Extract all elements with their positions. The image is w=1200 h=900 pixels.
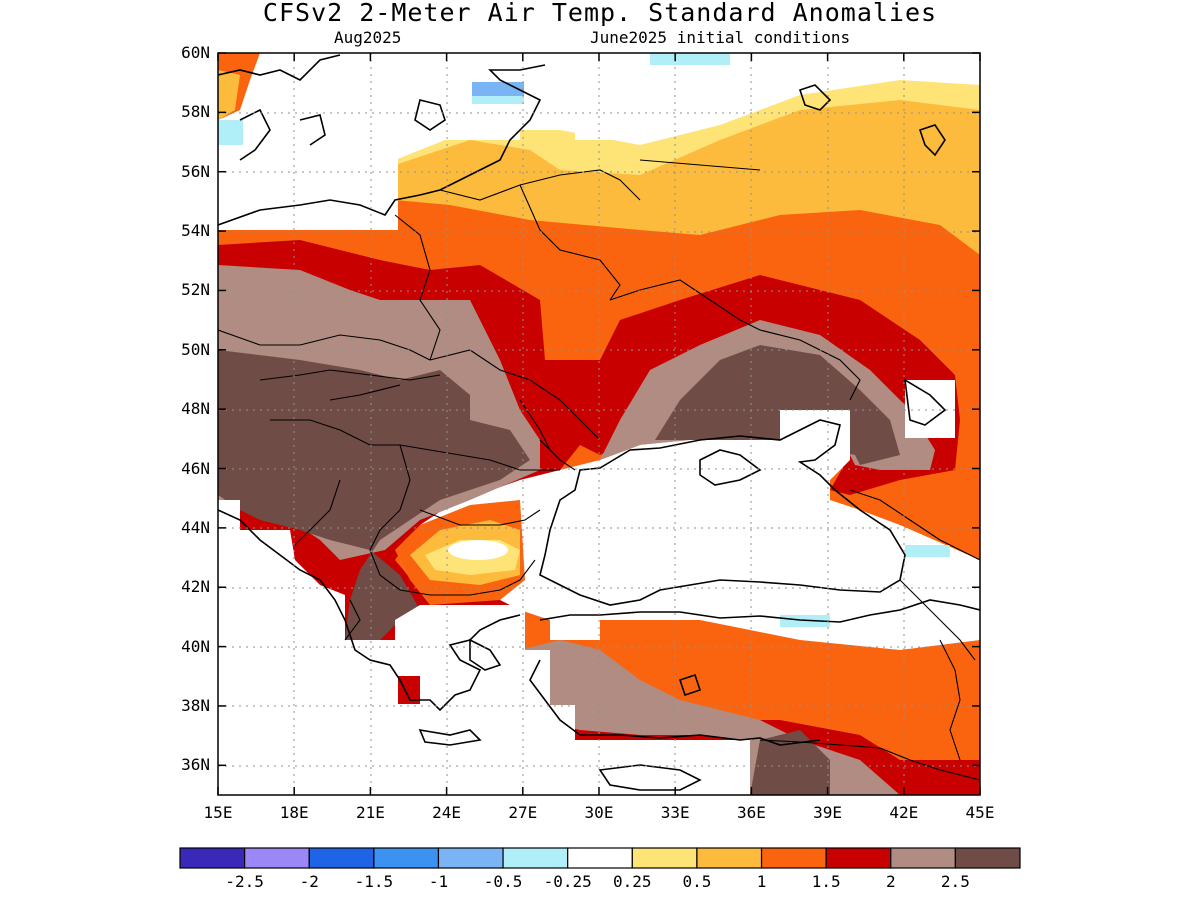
greece-red <box>398 676 420 704</box>
azov-mask <box>905 380 955 438</box>
lat-label: 36N <box>181 755 210 775</box>
colorbar-label: 2.5 <box>940 872 970 891</box>
lon-label: 39E <box>813 803 843 822</box>
colorbar-label: 1 <box>756 872 767 891</box>
colorbar-label: -2 <box>299 872 319 891</box>
lat-label: 58N <box>181 102 210 122</box>
black-sea-mask <box>525 410 980 640</box>
lat-label: 56N <box>181 161 210 181</box>
colorbar-swatch <box>437 847 504 869</box>
colorbar-label: -1 <box>428 872 449 891</box>
lat-label: 38N <box>181 695 210 715</box>
colorbar-swatch <box>567 847 633 869</box>
lat-label: 60N <box>181 43 210 62</box>
north-mask <box>575 80 650 140</box>
field-balkan-pocket-4 <box>448 540 508 560</box>
lon-label: 30E <box>584 803 614 822</box>
colorbar-swatch <box>308 847 375 869</box>
colorbar-swatch <box>631 847 698 869</box>
field-anomaly-2.5 <box>218 350 530 640</box>
field-nw-corner-2 <box>218 70 240 120</box>
colorbar-swatch <box>825 847 892 869</box>
lat-label: 46N <box>181 458 210 478</box>
lat-label: 54N <box>181 221 210 241</box>
colorbar-swatch <box>954 847 1021 869</box>
lon-label: 33E <box>660 803 690 822</box>
field-nw-corner-3 <box>218 120 243 145</box>
lon-label: 15E <box>203 803 233 822</box>
lon-label: 42E <box>889 803 919 822</box>
colorbar-label: 1.5 <box>811 872 841 891</box>
colorbar-swatch <box>244 847 310 869</box>
init-conditions-label: June2025 initial conditions <box>590 28 851 47</box>
baltic-mask-2 <box>245 53 520 160</box>
colorbar-swatch <box>179 847 246 869</box>
lat-label: 50N <box>181 339 210 359</box>
field-anomaly-2.5-se <box>750 730 830 795</box>
colorbar-swatches <box>179 847 1021 869</box>
colorbar-label: -0.25 <box>543 872 592 891</box>
lat-label: 42N <box>181 577 210 597</box>
colorbar-label: 0.5 <box>682 872 712 891</box>
field-cool-caucasus <box>905 545 950 557</box>
adriatic-mask <box>218 500 345 700</box>
lon-label: 21E <box>355 803 385 822</box>
lon-label: 27E <box>508 803 538 822</box>
lat-label: 48N <box>181 399 210 419</box>
colorbar-label: -2.5 <box>225 872 264 891</box>
lat-label: 52N <box>181 280 210 300</box>
colorbar-swatch <box>502 847 569 869</box>
borders <box>218 159 980 781</box>
valid-month-label: Aug2025 <box>334 28 402 47</box>
lon-label: 45E <box>965 803 995 822</box>
colorbar-swatch <box>890 847 956 869</box>
field-cool-north <box>650 53 730 65</box>
lat-label: 40N <box>181 636 210 656</box>
grid <box>218 53 980 795</box>
lat-label: 44N <box>181 517 210 537</box>
chart-title: CFSv2 2-Meter Air Temp. Standard Anomali… <box>262 0 938 27</box>
colorbar-swatch <box>760 847 827 869</box>
colorbar-label: -1.5 <box>354 872 394 891</box>
aegean-mask <box>218 605 750 795</box>
axis-ticks <box>217 52 981 795</box>
colorbar-label: 0.25 <box>613 872 652 891</box>
colorbar-swatch <box>696 847 763 869</box>
colorbar-label: -0.5 <box>483 872 523 891</box>
lon-label: 18E <box>279 803 309 822</box>
lon-label: 24E <box>432 803 462 822</box>
colorbar-label: 2 <box>885 872 896 891</box>
anomaly-fields <box>218 53 980 795</box>
lon-label: 36E <box>736 803 766 822</box>
colorbar-swatch <box>373 847 440 869</box>
field-cool-baltic-2 <box>472 96 524 104</box>
